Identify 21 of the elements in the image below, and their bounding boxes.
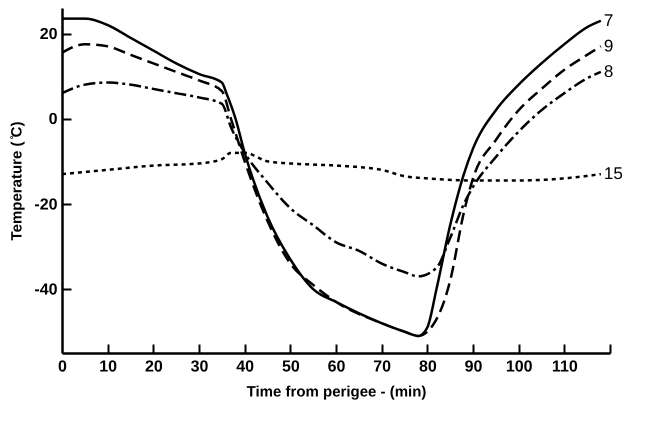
x-tick-label: 90 [464, 358, 482, 376]
y-tick-label: 20 [40, 26, 58, 44]
series-label: 8 [604, 62, 614, 81]
y-tick-label: 0 [48, 111, 58, 128]
x-tick-label: 30 [190, 358, 208, 376]
x-axis-title: Time from perigee - (min) [246, 384, 426, 400]
x-tick-label: 50 [282, 358, 300, 376]
y-tick-label: -40 [34, 282, 58, 299]
x-tick-label: 60 [328, 358, 346, 376]
series-label: 15 [604, 164, 623, 184]
series-label: 9 [604, 36, 614, 56]
y-axis-title: Temperature ( ̊C) [8, 122, 26, 240]
x-tick-label: 70 [373, 358, 392, 376]
x-tick-label: 10 [99, 358, 118, 376]
x-tick-label: 20 [144, 358, 163, 376]
y-tick-label: -20 [34, 196, 58, 214]
x-tick-label: 80 [418, 358, 437, 376]
x-tick-label: 40 [236, 358, 254, 376]
x-tick-label: 100 [506, 358, 533, 376]
x-tick-label: 110 [552, 358, 578, 376]
series-label: 7 [604, 10, 614, 30]
